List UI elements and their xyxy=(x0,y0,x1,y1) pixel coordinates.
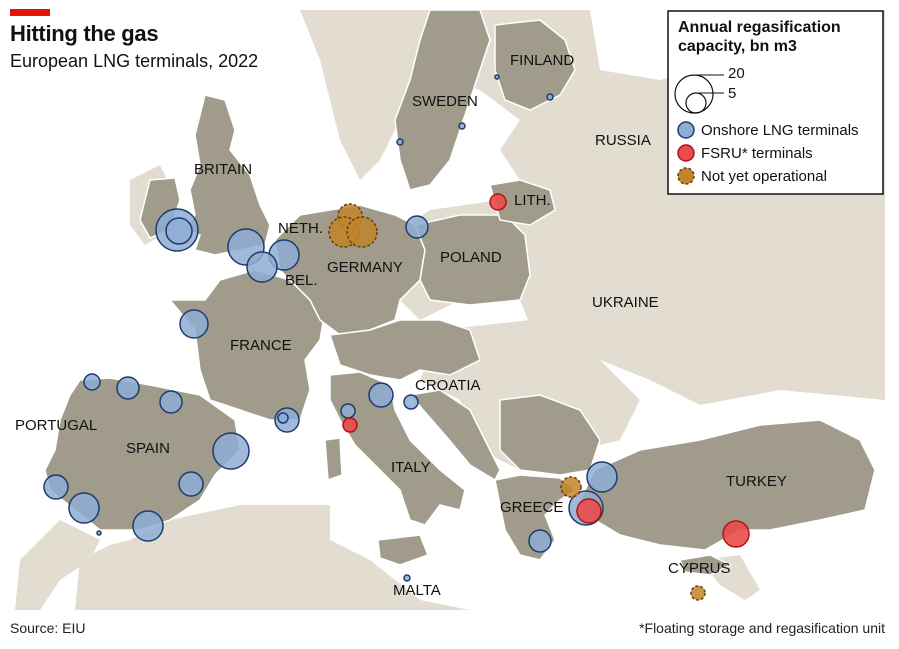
terminal-marker xyxy=(368,382,394,408)
finland-shape xyxy=(494,19,576,111)
terminal-marker xyxy=(489,193,507,211)
map-subtitle: European LNG terminals, 2022 xyxy=(10,51,259,71)
turkey-shape xyxy=(579,419,876,551)
terminal-marker xyxy=(403,574,411,582)
terminal-marker xyxy=(346,216,378,248)
planned-terminals xyxy=(328,203,706,601)
fsru-terminals xyxy=(342,193,750,548)
terminal-marker xyxy=(690,585,706,601)
label-portugal: PORTUGAL xyxy=(15,417,97,434)
terminal-marker xyxy=(165,217,193,245)
legend-onshore-swatch xyxy=(677,121,695,139)
legend-fsru-label: FSRU* terminals xyxy=(701,145,813,162)
label-belgium: BEL. xyxy=(285,272,318,289)
legend-onshore-label: Onshore LNG terminals xyxy=(701,122,859,139)
terminal-marker xyxy=(212,432,250,470)
terminal-marker xyxy=(340,403,356,419)
terminal-marker xyxy=(396,138,404,146)
terminal-marker xyxy=(403,394,419,410)
terminal-marker xyxy=(494,74,500,80)
label-malta: MALTA xyxy=(393,582,441,599)
legend-title-line1: Annual regasification xyxy=(678,19,841,36)
terminal-marker xyxy=(722,520,750,548)
terminal-marker xyxy=(159,390,183,414)
label-britain: BRITAIN xyxy=(194,161,252,178)
label-finland: FINLAND xyxy=(510,52,574,69)
map-title: Hitting the gas xyxy=(10,21,159,46)
highlighted-land xyxy=(44,9,876,576)
terminal-marker xyxy=(576,498,602,524)
label-croatia: CROATIA xyxy=(415,377,481,394)
label-ukraine: UKRAINE xyxy=(592,294,659,311)
legend-title-line2: capacity, bn m3 xyxy=(678,38,797,55)
terminal-marker xyxy=(405,215,429,239)
terminal-marker xyxy=(43,474,69,500)
terminal-marker xyxy=(246,251,278,283)
croatia-balkans-shape xyxy=(408,389,501,482)
terminal-marker xyxy=(68,492,100,524)
label-france: FRANCE xyxy=(230,337,292,354)
country-labels: FINLAND SWEDEN RUSSIA BRITAIN LITH. NETH… xyxy=(15,52,787,599)
onshore-terminals xyxy=(43,74,618,582)
terminal-marker xyxy=(528,529,552,553)
label-italy: ITALY xyxy=(391,459,430,476)
label-germany: GERMANY xyxy=(327,259,403,276)
sardinia-shape xyxy=(324,437,343,482)
central-europe-shape xyxy=(328,319,481,381)
sicily-shape xyxy=(377,534,429,566)
terminal-marker xyxy=(586,461,618,493)
france-shape xyxy=(168,269,326,421)
label-poland: POLAND xyxy=(440,249,502,266)
legend-planned-swatch xyxy=(677,167,695,185)
britain-shape xyxy=(183,94,271,256)
label-cyprus: CYPRUS xyxy=(668,560,731,577)
terminal-marker xyxy=(83,373,101,391)
terminal-marker xyxy=(342,417,358,433)
terminal-marker xyxy=(458,122,466,130)
label-turkey: TURKEY xyxy=(726,473,787,490)
terminal-marker xyxy=(277,412,289,424)
label-netherlands: NETH. xyxy=(278,220,323,237)
poland-shape xyxy=(413,214,531,306)
label-lithuania: LITH. xyxy=(514,192,551,209)
footnote: *Floating storage and regasification uni… xyxy=(639,620,885,636)
greece-shape xyxy=(494,474,577,561)
terminal-marker xyxy=(116,376,140,400)
legend-fsru-swatch xyxy=(677,144,695,162)
cyprus-shape xyxy=(678,554,732,576)
label-spain: SPAIN xyxy=(126,440,170,457)
baltic-shape xyxy=(489,179,556,226)
legend-planned-label: Not yet operational xyxy=(701,168,827,185)
source-note: Source: EIU xyxy=(10,620,86,636)
terminal-marker xyxy=(546,93,554,101)
italy-shape xyxy=(329,371,466,526)
terminal-marker xyxy=(132,510,164,542)
label-russia: RUSSIA xyxy=(595,132,651,149)
terminal-marker xyxy=(178,471,204,497)
legend-box xyxy=(667,10,884,195)
label-sweden: SWEDEN xyxy=(412,93,478,110)
legend-size-large-label: 20 xyxy=(728,65,745,82)
legend-size-small-label: 5 xyxy=(728,85,736,102)
brand-red-bar xyxy=(10,9,50,16)
legend: Annual regasification capacity, bn m3 20… xyxy=(667,10,884,195)
terminal-marker xyxy=(560,476,582,498)
scandinavia-shape xyxy=(394,9,491,191)
label-greece: GREECE xyxy=(500,499,563,516)
terminal-marker xyxy=(179,309,209,339)
terminal-marker xyxy=(96,530,102,536)
